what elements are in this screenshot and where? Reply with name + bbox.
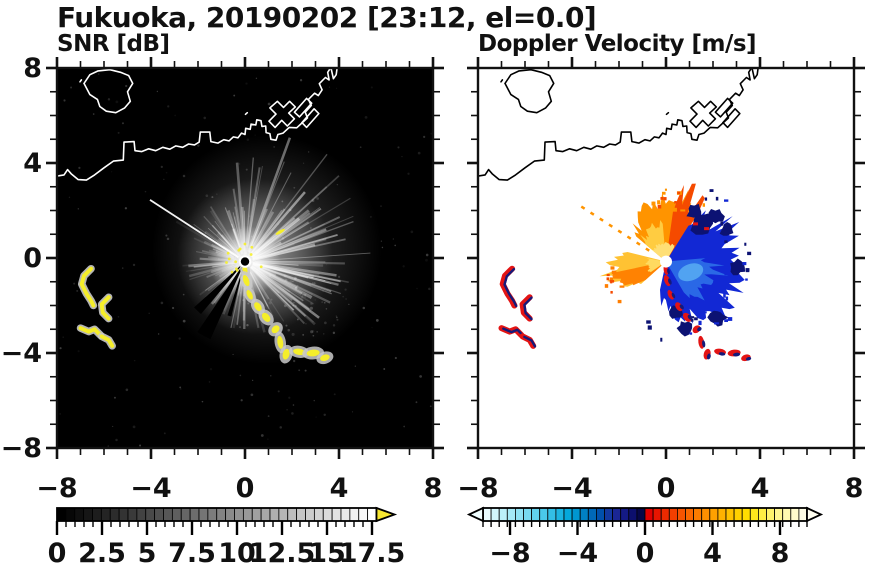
doppler-colorbar-right-arrow (806, 506, 824, 523)
svg-text:0: 0 (657, 473, 676, 504)
svg-text:2.5: 2.5 (78, 538, 126, 569)
svg-text:−8: −8 (457, 473, 498, 504)
coastline (57, 68, 338, 181)
svg-text:0: 0 (236, 473, 255, 504)
svg-text:−4: −4 (557, 538, 598, 569)
doppler-dashed-ray (580, 205, 650, 252)
svg-text:15: 15 (308, 538, 346, 569)
svg-text:0: 0 (48, 538, 67, 569)
svg-text:8: 8 (771, 538, 790, 569)
svg-text:5: 5 (138, 538, 157, 569)
svg-text:−4: −4 (130, 473, 171, 504)
doppler-colorbar: −8 −4 0 4 8 (466, 506, 824, 569)
svg-text:7.5: 7.5 (168, 538, 216, 569)
doppler-clutter-chain (663, 264, 752, 362)
doppler-data-layer (478, 68, 854, 448)
svg-text:−4: −4 (551, 473, 592, 504)
svg-text:−8: −8 (489, 538, 530, 569)
svg-text:4: 4 (23, 148, 42, 179)
figure-title: Fukuoka, 20190202 [23:12, el=0.0] (57, 1, 597, 34)
radar-center-dot (240, 257, 250, 266)
coastline (478, 68, 759, 181)
snr-shadow-wedge (194, 261, 245, 314)
snr-thin-ray (149, 199, 239, 258)
svg-text:12.5: 12.5 (249, 538, 316, 569)
svg-text:10: 10 (218, 538, 256, 569)
svg-text:4: 4 (330, 473, 349, 504)
snr-axes (46, 57, 444, 459)
svg-text:−8: −8 (36, 473, 77, 504)
svg-text:0: 0 (636, 538, 655, 569)
radar-center-hole (660, 255, 672, 268)
snr-data-layer (57, 68, 433, 448)
doppler-axes (467, 57, 865, 459)
panel-title-doppler: Doppler Velocity [m/s] (478, 31, 757, 57)
snr-isolated-echo (275, 228, 285, 235)
svg-text:−8: −8 (1, 433, 42, 464)
svg-text:8: 8 (424, 473, 443, 504)
doppler-axis-labels: −8 −4 0 4 8 (457, 473, 863, 504)
doppler-west-arcs (498, 265, 537, 349)
svg-text:17.5: 17.5 (339, 538, 406, 569)
svg-text:4: 4 (703, 538, 722, 569)
snr-axis-labels: −8 −4 0 4 8 8 4 0 −4 −8 (1, 53, 443, 504)
svg-text:0: 0 (23, 243, 42, 274)
svg-text:8: 8 (845, 473, 864, 504)
snr-shadow-wedge (197, 261, 245, 340)
svg-text:−4: −4 (1, 338, 42, 369)
doppler-colorbar-left-arrow (466, 506, 484, 523)
svg-text:8: 8 (23, 53, 42, 84)
panel-title-snr: SNR [dB] (57, 31, 170, 57)
snr-colorbar-overflow-arrow (375, 506, 398, 523)
svg-text:4: 4 (751, 473, 770, 504)
snr-west-arcs (76, 264, 116, 350)
